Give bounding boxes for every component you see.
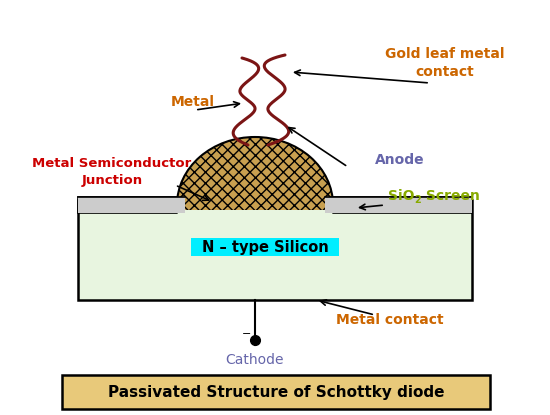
Text: Metal: Metal <box>171 95 215 109</box>
Text: Cathode: Cathode <box>226 353 284 367</box>
Ellipse shape <box>177 137 333 273</box>
Bar <box>78 197 472 213</box>
Text: SiO: SiO <box>388 189 415 203</box>
Text: Metal Semiconductor
Junction: Metal Semiconductor Junction <box>32 157 191 187</box>
Bar <box>62 375 490 409</box>
Text: Passivated Structure of Schottky diode: Passivated Structure of Schottky diode <box>108 385 444 400</box>
Text: Screen: Screen <box>421 189 480 203</box>
Text: 2: 2 <box>414 195 421 205</box>
Text: N – type Silicon: N – type Silicon <box>202 239 328 254</box>
Text: Anode: Anode <box>375 153 425 167</box>
Bar <box>191 238 339 256</box>
Bar <box>78 197 185 213</box>
Bar <box>78 200 472 300</box>
Text: Metal contact: Metal contact <box>336 313 444 327</box>
Ellipse shape <box>177 137 333 273</box>
Text: −: − <box>243 329 252 339</box>
Bar <box>325 197 472 213</box>
Text: Gold leaf metal
contact: Gold leaf metal contact <box>385 47 505 79</box>
